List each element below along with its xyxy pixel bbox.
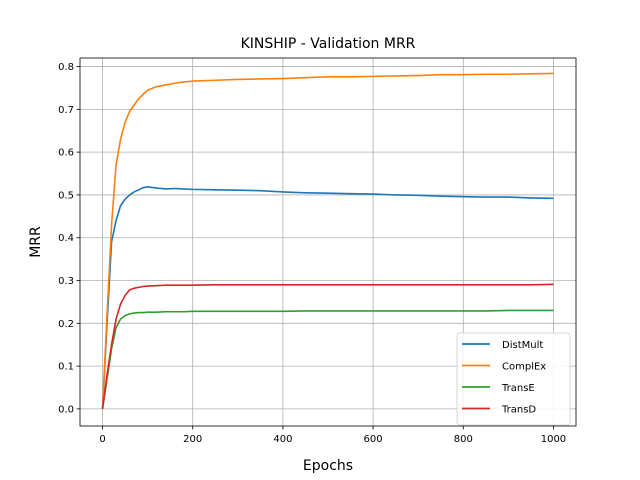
x-tick-label: 0 [99, 434, 105, 445]
x-tick-label: 200 [183, 434, 202, 445]
y-tick-label: 0.5 [58, 190, 74, 201]
series-line-complex [101, 72, 554, 409]
y-tick-label: 0.1 [58, 362, 74, 373]
series-line-distmult [101, 186, 554, 409]
chart-title: KINSHIP - Validation MRR [241, 36, 416, 52]
x-axis-title: Epochs [303, 458, 353, 474]
y-tick-label: 0.3 [58, 276, 74, 287]
y-axis-ticks: 0.0 0.1 0.2 0.3 0.4 0.5 0.6 0.7 0.8 [58, 62, 80, 415]
x-tick-label: 1000 [541, 434, 566, 445]
x-tick-label: 400 [273, 434, 292, 445]
x-tick-label: 600 [364, 434, 383, 445]
y-tick-label: 0.0 [58, 404, 74, 415]
plot-frame [79, 57, 577, 427]
y-axis-title: MRR [28, 226, 44, 258]
series-line-transd [101, 283, 554, 409]
y-tick-label: 0.4 [58, 233, 74, 244]
legend: DistMult ComplEx TransE TransD [456, 332, 571, 426]
grid [80, 58, 576, 426]
series-line-transe [101, 309, 554, 409]
legend-label: TransE [501, 383, 535, 394]
legend-box [456, 332, 571, 426]
x-tick-label: 800 [454, 434, 473, 445]
legend-label: ComplEx [502, 362, 546, 373]
y-tick-label: 0.2 [58, 319, 74, 330]
y-tick-label: 0.6 [58, 148, 74, 159]
y-tick-label: 0.8 [58, 62, 74, 73]
y-tick-label: 0.7 [58, 105, 74, 116]
legend-label: TransD [501, 405, 536, 416]
series-lines [101, 72, 554, 409]
legend-label: DistMult [502, 340, 543, 351]
x-axis-ticks: 0 200 400 600 800 1000 [99, 426, 566, 445]
